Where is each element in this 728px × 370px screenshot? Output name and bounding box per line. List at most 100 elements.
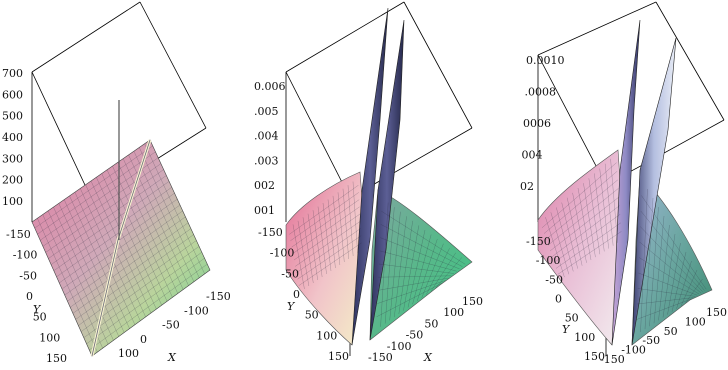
panel-1-y-tick-label: 150 (46, 352, 67, 365)
panel-2-z-tick-label: .003 (254, 154, 279, 167)
panel-3-y-tick-label: 50 (565, 312, 579, 325)
panel-1-mesh-line (61, 204, 181, 290)
panel-3-left-mesh-line (566, 197, 583, 266)
panel-3-left-mesh-line (543, 171, 618, 234)
panel-3-right-mesh-line (640, 226, 703, 292)
panel-3-left-mesh-line (561, 202, 578, 269)
panel-1-mesh-line (69, 195, 130, 329)
panel-1-mesh-line (112, 165, 173, 298)
panel-1-mesh-line (80, 188, 141, 321)
panel-3-x-tick-label: -50 (642, 334, 660, 347)
panel-2-right-mesh-line (384, 207, 395, 324)
panel-3-right-mesh-line (639, 241, 701, 293)
panel-3-right-mesh-line (680, 269, 698, 306)
panel-3-left-mesh-line (551, 205, 620, 257)
panel-2-left-mesh-line (291, 199, 360, 248)
panel-2-y-tick-label: -50 (281, 267, 299, 280)
panel-2-left-mesh-line (317, 206, 327, 275)
panel-3-z-tick-label: 02 (520, 180, 534, 193)
panel-3-left-mesh-line (553, 213, 621, 263)
panel-1-y-tick-label: -150 (6, 228, 31, 241)
panel-3-y-tick-label: 0 (555, 293, 562, 306)
panel-3-right-mesh-line (636, 298, 692, 320)
panel-2-left-mesh-line (292, 206, 360, 254)
panel-2-x-tick-label: 150 (462, 295, 483, 308)
panel-3-right-mesh-line (653, 215, 665, 324)
panel-2-right-mesh-line (389, 211, 401, 321)
panel-3-double-ridge-surface: 0.0010.0008000600402-150-100-50050100150… (520, 1, 727, 366)
panel-3-y-tick-label: -150 (526, 235, 551, 248)
panel-3-left-mesh-line (594, 173, 605, 252)
panel-1-mesh-line (34, 145, 153, 229)
panel-2-left-mesh-line (296, 228, 361, 274)
panel-1-mesh-line (53, 187, 172, 271)
panel-2-left-mesh-line (352, 181, 358, 254)
panel-3-left-mesh-line (583, 183, 596, 258)
panel-3-right-mesh-line (649, 206, 659, 327)
panel-2-y-tick-label: 150 (328, 350, 349, 363)
panel-3-right-mesh-line (685, 278, 703, 304)
panel-1-z-tick-label: 300 (2, 152, 23, 165)
panel-1-z-tick-label: 700 (2, 67, 23, 80)
panel-1-y-tick-label: -50 (19, 269, 37, 282)
panel-2-double-ridge-surface: 0.006.005.004.003002001-150-100-50050100… (254, 1, 483, 364)
panel-2-left-mesh-line (337, 192, 345, 263)
panel-1-mesh-line (53, 206, 114, 341)
panel-2-ridge-right (369, 19, 405, 341)
panel-2-left-mesh-line (297, 235, 362, 280)
panel-2-y-tick-label: -100 (270, 247, 295, 260)
panel-3-x-tick-label: -100 (621, 344, 646, 357)
panel-2-right-mesh-line (381, 210, 466, 265)
panel-1-mesh-line (106, 169, 168, 302)
panel-2-right-mesh-line (377, 277, 449, 291)
panel-1-mesh-line (86, 257, 205, 345)
panel-3-right-mesh-line (637, 288, 696, 297)
panel-2-right-mesh-line (380, 224, 463, 267)
panel-1-y-tick-label: 100 (39, 331, 60, 344)
panel-2-right-mesh-line (416, 239, 438, 302)
panel-2-right-mesh-line (412, 234, 432, 305)
panel-2-right-mesh-line (407, 229, 426, 308)
panel-3-left-mesh-line (545, 217, 565, 278)
panel-2-x-tick-label: 100 (443, 306, 464, 319)
panel-3-z-tick-label: 0.0010 (526, 54, 565, 67)
panel-2-left-mesh-line (332, 195, 341, 266)
panel-2-z-tick-label: .005 (254, 105, 279, 118)
panel-3-left-mesh-line (610, 158, 618, 243)
panel-2-z-tick-label: 0.006 (254, 80, 286, 93)
panel-1-x-tick-label: -100 (184, 304, 209, 317)
panel-3-z-tick-label: 004 (522, 149, 543, 162)
panel-3-left-mesh-line (541, 162, 617, 228)
panel-1-mesh-line (74, 192, 136, 325)
panel-2-right-mesh-line (376, 282, 443, 318)
panel-3-surface-mesh (541, 158, 707, 333)
panel-1-y-tick-label: 0 (26, 290, 33, 303)
panel-2-x-tick-label: -150 (368, 351, 393, 364)
panel-3-left-mesh-line (557, 231, 622, 275)
panel-1-z-tick-label: 200 (2, 174, 23, 187)
panel-3-left-mesh-line (599, 168, 609, 249)
panel-2-surface-mesh (289, 181, 466, 327)
panel-1-mesh-line (133, 151, 195, 282)
panel-3-right-mesh-line (640, 210, 705, 291)
panel-2-right-mesh-line (380, 237, 460, 270)
panel-1-mesh-line (96, 177, 157, 310)
panel-3-y-tick-label: 100 (574, 331, 595, 344)
panel-1-y-tick-label: -100 (13, 249, 38, 262)
panel-2-z-tick-label: .004 (254, 130, 279, 143)
panel-2-x-tick-label: -100 (387, 340, 412, 353)
panel-2-y-tick-label: 0 (293, 288, 300, 301)
panel-3-left-mesh-line (588, 178, 601, 255)
panel-3-left-mesh-line (556, 207, 574, 272)
panel-2-left-mesh-line (342, 188, 349, 260)
panel-3-left-mesh-line (545, 179, 618, 240)
panel-1-mesh-line (37, 218, 98, 353)
panel-1-mesh-line (42, 214, 103, 349)
panel-3-right-mesh-line (638, 272, 698, 296)
panel-3-right-mesh-line (676, 260, 692, 309)
panel-1-x-tick-label: 0 (140, 333, 147, 346)
panel-3-ridge-right (631, 37, 677, 346)
panel-1-mesh-line (89, 263, 208, 351)
panel-1-z-tick-label: 400 (2, 131, 23, 144)
panel-3-y-tick-label: -100 (536, 254, 561, 267)
